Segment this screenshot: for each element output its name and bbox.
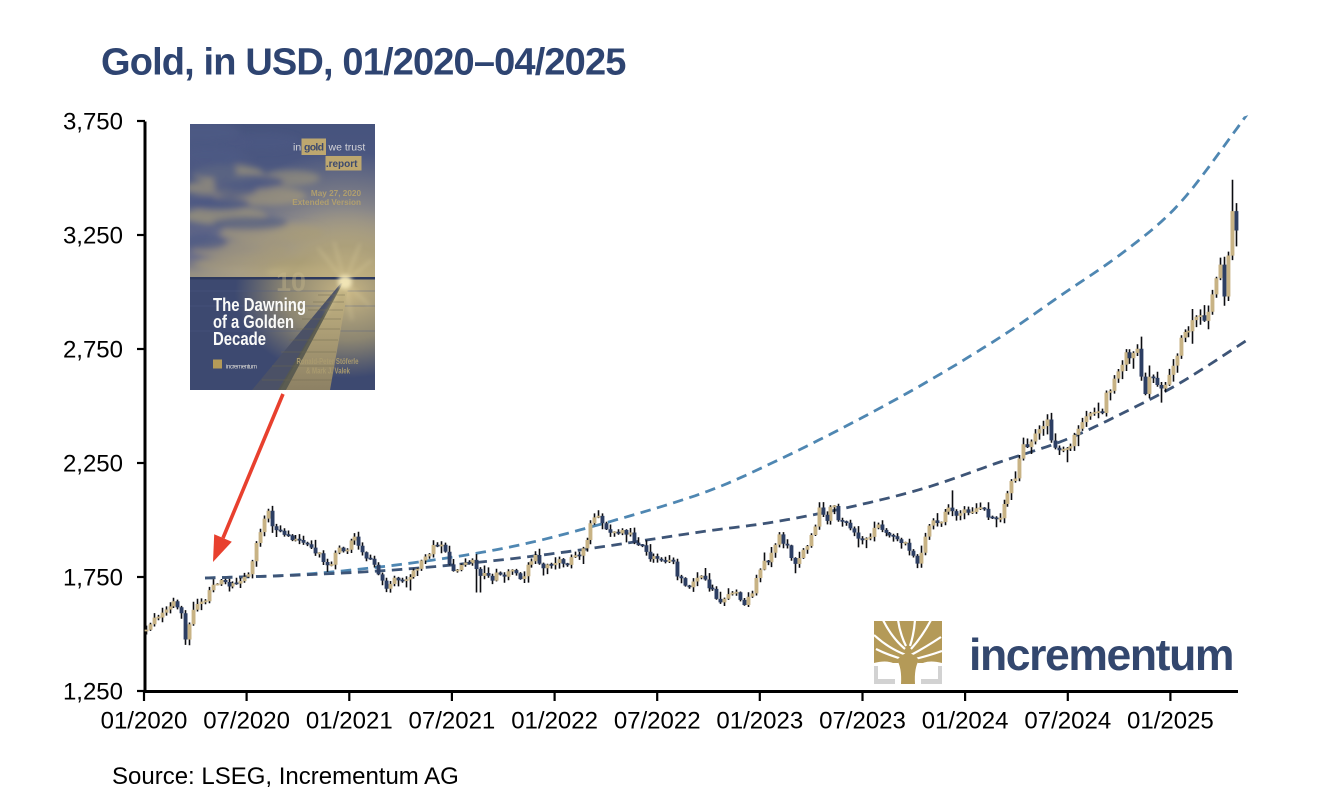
svg-text:01/2020: 01/2020 — [101, 708, 188, 735]
svg-text:07/2023: 07/2023 — [819, 708, 906, 735]
svg-text:01/2021: 01/2021 — [306, 708, 393, 735]
svg-text:gold: gold — [304, 142, 324, 154]
svg-text:01/2025: 01/2025 — [1127, 708, 1214, 735]
svg-text:2,250: 2,250 — [63, 451, 123, 478]
svg-text:1,750: 1,750 — [63, 565, 123, 592]
svg-text:10: 10 — [276, 267, 306, 297]
svg-text:01/2024: 01/2024 — [922, 708, 1009, 735]
svg-text:3,750: 3,750 — [63, 109, 123, 136]
svg-text:The Dawning: The Dawning — [213, 294, 306, 315]
svg-text:07/2022: 07/2022 — [614, 708, 701, 735]
svg-text:.report: .report — [326, 159, 358, 170]
svg-text:01/2023: 01/2023 — [716, 708, 803, 735]
svg-text:of a Golden: of a Golden — [213, 311, 294, 332]
svg-text:3,250: 3,250 — [63, 223, 123, 250]
svg-text:& Mark J. Valek: & Mark J. Valek — [306, 366, 350, 376]
svg-text:Source: LSEG, Incrementum AG: Source: LSEG, Incrementum AG — [112, 763, 459, 790]
svg-text:07/2020: 07/2020 — [203, 708, 290, 735]
svg-text:Extended Version: Extended Version — [292, 198, 361, 207]
svg-text:Gold, in USD, 01/2020–04/2025: Gold, in USD, 01/2020–04/2025 — [101, 42, 626, 84]
svg-text:Decade: Decade — [213, 328, 266, 349]
svg-text:2,750: 2,750 — [63, 337, 123, 364]
svg-text:Ronald-Peter Stöferle: Ronald-Peter Stöferle — [297, 356, 359, 366]
svg-text:incrementum: incrementum — [969, 631, 1233, 680]
svg-text:in: in — [293, 142, 301, 154]
svg-text:we trust: we trust — [328, 142, 366, 154]
svg-text:07/2024: 07/2024 — [1024, 708, 1111, 735]
svg-text:1,250: 1,250 — [63, 679, 123, 706]
svg-text:01/2022: 01/2022 — [511, 708, 598, 735]
svg-text:incrementum: incrementum — [226, 364, 257, 371]
svg-text:07/2021: 07/2021 — [409, 708, 496, 735]
svg-text:May 27, 2020: May 27, 2020 — [311, 189, 362, 198]
